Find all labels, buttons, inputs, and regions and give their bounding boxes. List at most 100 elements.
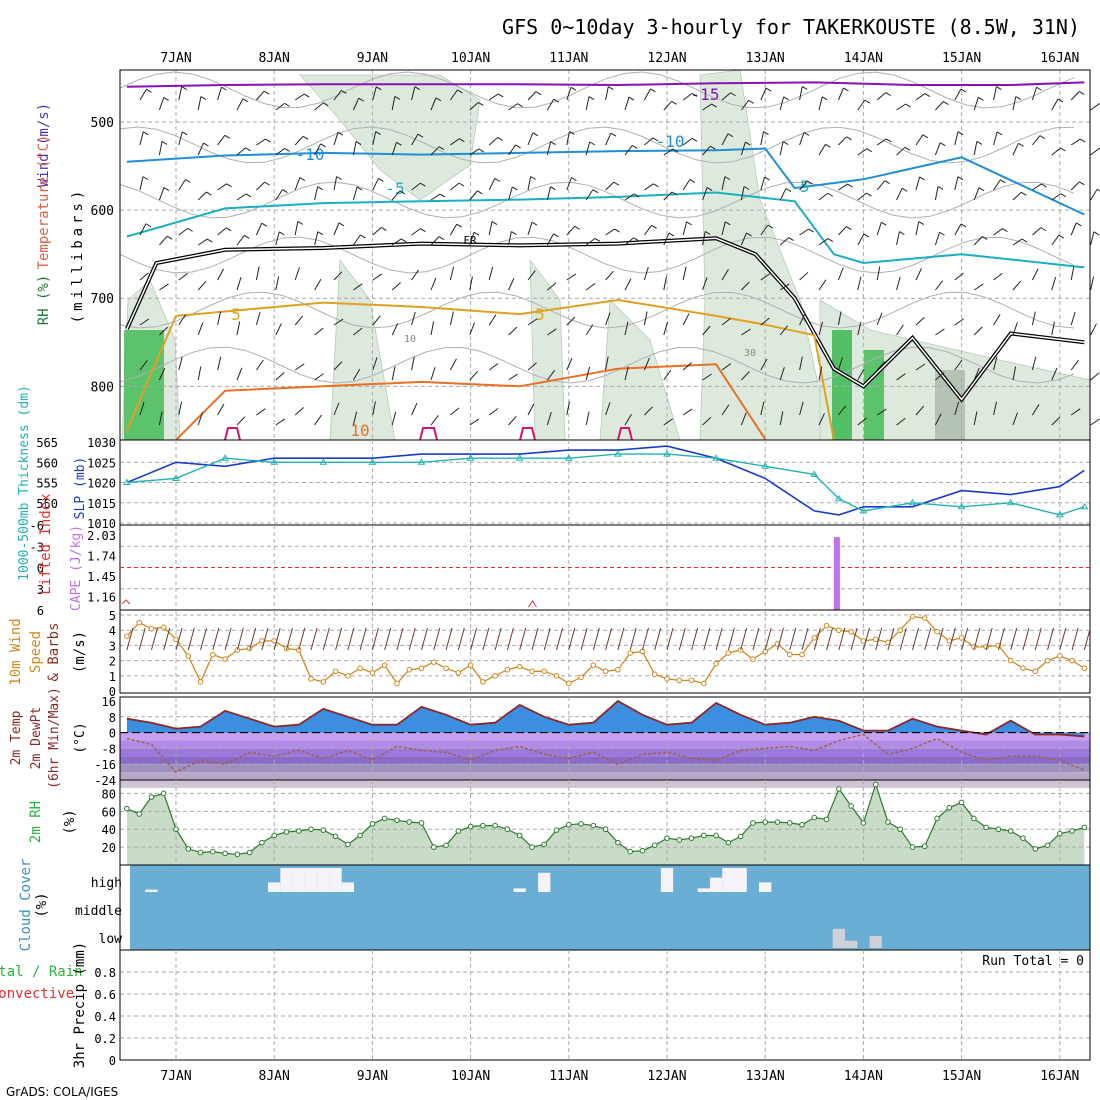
wind-barb (1012, 412, 1018, 426)
wind-barb-flag (278, 231, 285, 236)
rh-axis-label: RH (%) (36, 275, 52, 326)
wind-barb (702, 416, 712, 426)
wind-speed-point (786, 651, 793, 658)
wind-barb (488, 221, 493, 236)
wind-barb (217, 183, 227, 191)
wind-barb (721, 133, 729, 146)
thickness-tick-label: 565 (36, 436, 58, 450)
wind-barb (178, 131, 183, 146)
thickness-marker (123, 478, 131, 485)
wind-barb-flag (1041, 183, 1047, 188)
wind-barb (760, 358, 768, 371)
cloud-bar (844, 940, 858, 948)
thickness-marker (466, 454, 475, 461)
wind-barb-flag (628, 96, 635, 101)
wind-barb (799, 313, 806, 326)
rh-contour (119, 346, 1075, 384)
wind-barb-flag (1018, 142, 1024, 147)
rh-point (136, 811, 142, 817)
wind-barb (217, 86, 223, 101)
rh-tick-label: 60 (102, 805, 116, 819)
wind-barb (721, 404, 730, 416)
wind-barb (256, 408, 266, 416)
wind-barb (702, 277, 708, 291)
wind-barb (197, 142, 204, 156)
wind10m-barb (543, 627, 551, 651)
wind10m-barb (592, 627, 600, 651)
wind-barb-flag (608, 86, 614, 90)
rh-point (529, 844, 535, 850)
wind-barb (837, 267, 844, 281)
li-tick-label: 6 (37, 604, 44, 618)
wind-speed-point (345, 673, 351, 679)
wind-barb (682, 179, 691, 191)
wind-barb (159, 235, 168, 246)
temp-band (120, 772, 1090, 780)
wind-barb (740, 141, 746, 156)
wind-barb (1012, 238, 1023, 246)
rh-contour (119, 71, 1075, 109)
wind-barb-flag (1079, 181, 1085, 186)
wind-barb (721, 269, 729, 281)
contour-label: 5 (231, 305, 241, 324)
wind-barb (896, 324, 904, 336)
wind-barb (139, 272, 149, 281)
cape-axis-label: CAPE (J/kg) (69, 525, 84, 611)
wind-speed-point (553, 673, 560, 679)
wind-barb-flag (1093, 231, 1100, 236)
wind-barb (275, 189, 283, 201)
rh-point (1081, 824, 1088, 831)
wind-barb (876, 312, 883, 326)
wind10m-barb (175, 627, 183, 651)
wind-barb (372, 357, 378, 371)
wind-barb-flag (686, 221, 692, 226)
wind10m-barb (973, 627, 981, 651)
wind-barb (682, 408, 693, 416)
wind-barb (333, 402, 340, 416)
wind-barb (411, 311, 416, 326)
wind-barb-flag (743, 186, 750, 190)
wind-barb (217, 135, 226, 146)
wind-barb (139, 89, 147, 101)
bottom-date-labels: 7JAN 8JAN 9JAN 10JAN 11JAN 12JAN 13JAN 14JAN 15J… (160, 1069, 1079, 1084)
wind-barb (469, 190, 478, 201)
contour-label: 30 (744, 348, 756, 359)
wind-barb (1070, 408, 1081, 416)
wind-barb (702, 231, 706, 246)
wind10m-barb (568, 627, 576, 651)
wind-barb (954, 88, 962, 101)
wind10m-barb (912, 627, 919, 651)
wind-speed-point (480, 679, 486, 685)
wind-barb (566, 316, 576, 326)
wind-barb-flag (746, 232, 752, 237)
wind-barb-flag (200, 96, 207, 100)
wind-barb (469, 418, 480, 426)
wind-barb-flag (494, 177, 501, 182)
wind-barb-flag (924, 93, 931, 97)
wind-barb (1051, 193, 1062, 201)
wind-barb (314, 143, 322, 156)
wind-barb (799, 86, 803, 101)
contour-label: 10 (404, 334, 416, 345)
wind10m-barb (519, 627, 527, 651)
wind10m-panel: 543 210 (109, 609, 1091, 699)
temp-band (120, 748, 1090, 757)
wind-barb (643, 266, 649, 281)
millibars-axis-label: (millibars) (70, 187, 86, 324)
wind-barb (663, 369, 672, 381)
precip-tick-label: 0.6 (94, 988, 116, 1002)
wind-barb (158, 411, 163, 426)
wind-barb-flag (827, 238, 834, 242)
rh-point (885, 819, 891, 825)
wind-barb (314, 373, 324, 381)
wind-barb-flag (904, 146, 911, 151)
isotherm-magenta (519, 427, 536, 441)
bottom-date-label: 8JAN (259, 1069, 290, 1084)
wind-barb (643, 88, 651, 101)
wind-barb-flag (614, 228, 620, 233)
rh-point (504, 826, 511, 833)
cloud-bar (304, 868, 318, 892)
rh-point (946, 804, 953, 811)
wind-barb (197, 322, 204, 336)
wind-barb-flag (458, 182, 465, 187)
